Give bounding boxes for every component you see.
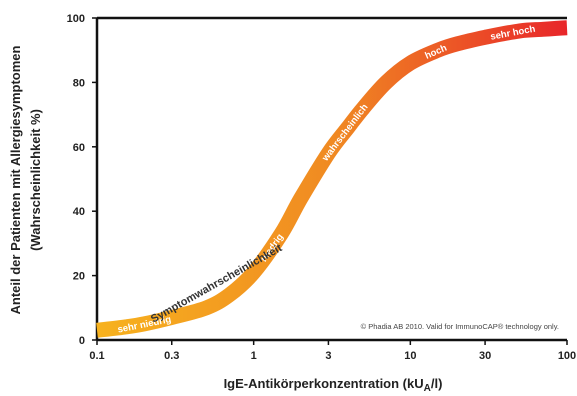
y-tick-label: 60 [73, 142, 85, 154]
y-tick-label: 100 [67, 13, 85, 25]
y-tick-label: 0 [79, 335, 85, 347]
y-axis-title-line1: Anteil der Patienten mit Allergiesymptom… [8, 45, 23, 314]
x-axis-title: IgE-Antikörperkonzentration (kUA/l) [224, 376, 443, 394]
x-tick-label: 10 [404, 350, 416, 362]
probability-curve [96, 20, 568, 338]
x-tick-label: 0.1 [89, 350, 104, 362]
copyright-note: © Phadia AB 2010. Valid for ImmunoCAP® t… [361, 322, 559, 331]
x-tick-label: 0.3 [164, 350, 179, 362]
y-tick-label: 80 [73, 77, 85, 89]
x-tick-label: 100 [558, 350, 576, 362]
y-tick-label: 40 [73, 206, 85, 218]
x-tick-label: 3 [325, 350, 331, 362]
band-label: wahrscheinlich [320, 102, 371, 164]
x-tick-label: 30 [479, 350, 491, 362]
curve-label: Symptomwahrscheinlichkeit [149, 242, 285, 326]
y-axis-title-line2: (Wahrscheinlichkeit %) [28, 109, 43, 251]
y-tick-label: 20 [73, 271, 85, 283]
x-tick-label: 1 [251, 350, 257, 362]
